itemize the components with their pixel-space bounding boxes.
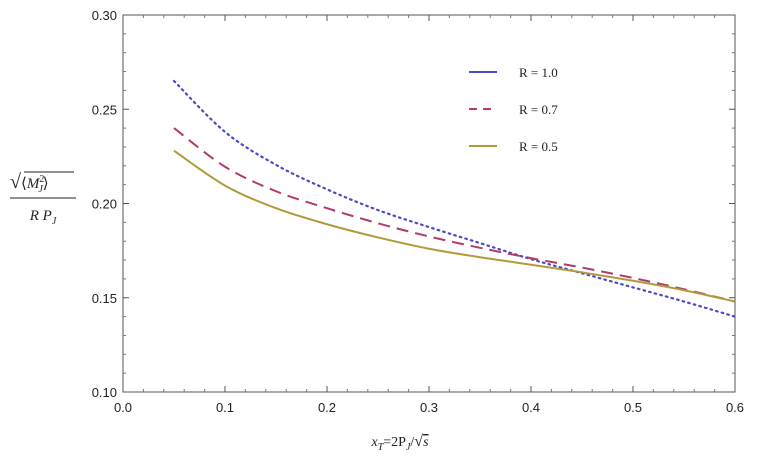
- y-label-sqrt: √: [10, 171, 21, 193]
- plot-border: [122, 14, 736, 393]
- x-label-2p: =2P: [383, 435, 406, 450]
- y-label-m: M: [26, 176, 41, 192]
- series-line-0: [172, 79, 737, 318]
- x-label-sub-t: T: [378, 442, 385, 453]
- y-tick-label: 0.10: [92, 385, 117, 400]
- x-tick-label: 0.2: [318, 400, 336, 415]
- plot-frame: [122, 14, 736, 393]
- y-tick-label: 0.25: [92, 102, 117, 117]
- x-axis-ticks: 0.0 0.1 0.2 0.3 0.4 0.5 0.6: [114, 15, 744, 415]
- y-label-denominator: R PJ: [29, 208, 57, 227]
- y-label-den-sub: J: [52, 216, 57, 227]
- y-label-angle-close: ⟩: [43, 176, 49, 192]
- legend: R = 1.0 R = 0.7 R = 0.5: [469, 65, 558, 154]
- x-label-x: x: [370, 435, 378, 450]
- y-label-angle-open: ⟨: [21, 176, 27, 192]
- x-tick-label: 0.4: [522, 400, 540, 415]
- x-label-sub-j: J: [406, 442, 411, 453]
- y-tick-label: 0.15: [92, 291, 117, 306]
- y-tick-label: 0.30: [92, 8, 117, 23]
- x-label-slash: /: [410, 435, 414, 450]
- legend-label-2: R = 0.5: [519, 139, 558, 154]
- x-label-sqrt: √: [414, 433, 423, 450]
- x-tick-label: 0.3: [420, 400, 438, 415]
- legend-label-0: R = 1.0: [519, 65, 558, 80]
- series-line-2: [173, 149, 736, 303]
- x-label-s: s: [423, 435, 429, 450]
- y-axis-ticks: 0.10 0.15 0.20 0.25 0.30: [92, 8, 735, 400]
- legend-label-1: R = 0.7: [519, 102, 558, 117]
- x-tick-label: 0.1: [216, 400, 234, 415]
- y-axis-label: √⟨M2 J⟩ R PJ: [10, 171, 76, 227]
- x-tick-label: 0.6: [726, 400, 744, 415]
- y-tick-label: 0.20: [92, 197, 117, 212]
- y-label-rp: R P: [29, 208, 52, 224]
- x-axis-label: xT=2PJ/√s: [370, 433, 429, 453]
- y-label-sub: J: [38, 184, 43, 195]
- x-tick-label: 0.0: [114, 400, 132, 415]
- series-lines: [172, 79, 737, 318]
- y-label-sup: 2: [39, 174, 44, 185]
- y-label-numerator: √⟨M2 J⟩: [10, 171, 49, 195]
- x-tick-label: 0.5: [624, 400, 642, 415]
